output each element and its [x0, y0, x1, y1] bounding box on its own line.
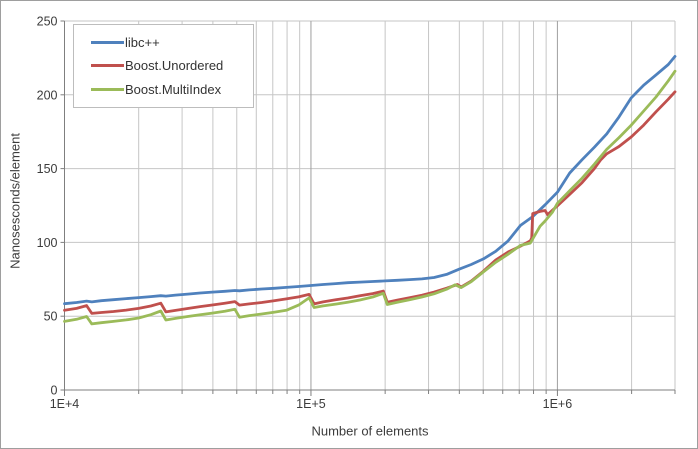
- series-line-boost-multiindex: [63, 69, 677, 326]
- series-line-libc-: [63, 55, 677, 306]
- legend-swatch-libcpp: [91, 41, 124, 45]
- x-tick-label: 1E+6: [543, 397, 573, 411]
- legend-item-boost-unordered: Boost.Unordered: [91, 59, 253, 72]
- legend: libc++ Boost.Unordered Boost.MultiIndex: [73, 24, 254, 108]
- series-line-boost-unordered: [63, 90, 677, 315]
- y-tick-label: 0: [51, 384, 58, 398]
- x-tick-label: 1E+5: [296, 397, 326, 411]
- legend-item-libcpp: libc++: [91, 36, 253, 49]
- y-tick-label: 50: [44, 310, 58, 324]
- legend-label-libcpp: libc++: [125, 35, 160, 51]
- y-tick-label: 100: [37, 236, 58, 250]
- legend-label-boost-multiindex: Boost.MultiIndex: [125, 81, 222, 97]
- legend-item-boost-multiindex: Boost.MultiIndex: [91, 83, 253, 96]
- legend-label-boost-unordered: Boost.Unordered: [125, 58, 224, 74]
- y-tick-label: 150: [37, 162, 58, 176]
- x-axis-title: Number of elements: [311, 423, 429, 439]
- legend-swatch-boost-unordered: [91, 64, 124, 68]
- y-axis-title: Nanosesconds/element: [7, 133, 23, 269]
- legend-swatch-boost-multiindex: [91, 87, 124, 91]
- y-tick-label: 200: [37, 88, 58, 102]
- y-tick-label: 250: [37, 15, 58, 29]
- x-tick-label: 1E+4: [50, 397, 80, 411]
